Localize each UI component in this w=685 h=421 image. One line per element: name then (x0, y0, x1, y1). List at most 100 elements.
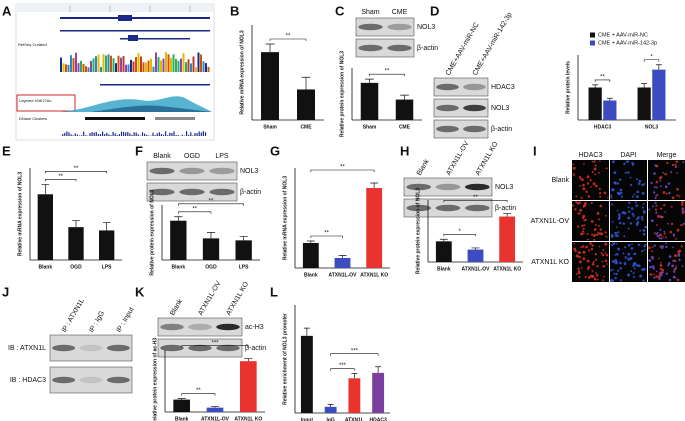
if-cell (589, 242, 592, 245)
lane-label: Blank (153, 153, 171, 160)
conservation-bar (137, 53, 140, 72)
if-cell (616, 209, 619, 212)
if-cell (581, 224, 584, 227)
if-cell (665, 242, 667, 245)
if-cell (643, 183, 646, 185)
cons-bar (66, 131, 68, 136)
if-cell (624, 256, 627, 259)
cons-bar (148, 135, 150, 136)
cons-bar (146, 134, 148, 136)
if-cell (675, 160, 679, 163)
x-tick-label: Sham (363, 124, 377, 130)
if-cell (623, 235, 626, 238)
if-cell (681, 211, 685, 214)
bar (435, 241, 452, 262)
if-cell (673, 259, 677, 263)
if-cell (615, 226, 618, 228)
bar (37, 194, 53, 260)
if-cell (668, 191, 671, 195)
if-cell (631, 243, 633, 245)
if-cell (659, 264, 663, 267)
if-cell (587, 276, 591, 279)
significance-bracket (594, 79, 611, 82)
if-cell (627, 210, 631, 214)
if-cell (591, 262, 595, 266)
if-cell (668, 255, 672, 258)
blot-strip (403, 177, 493, 197)
significance-label: *** (351, 348, 359, 354)
x-tick-label: Blank (39, 264, 53, 270)
legend-swatch (590, 40, 595, 46)
cons-bar (158, 132, 160, 136)
if-cell (599, 195, 602, 198)
bar (395, 99, 414, 120)
cons-bar (190, 132, 192, 136)
h3k27ac-signal (90, 105, 212, 112)
bar (99, 230, 115, 260)
blot-band (106, 376, 130, 384)
bar (637, 87, 651, 120)
conservation-bar (67, 64, 70, 72)
significance-label: * (650, 54, 653, 60)
if-cell (677, 250, 680, 254)
blot-strip (355, 38, 415, 58)
if-cell (605, 235, 608, 238)
if-cell (667, 222, 670, 225)
if-cell (627, 252, 631, 256)
if-cell (635, 178, 639, 181)
if-cell (605, 215, 607, 217)
error-bar (338, 255, 347, 258)
if-cell (651, 246, 654, 249)
if-cell (674, 238, 677, 240)
lane-label: ATXN1L-OV (197, 280, 222, 317)
panel-label: C (335, 3, 345, 18)
cons-bar (204, 132, 207, 136)
if-cell (596, 211, 600, 215)
if-cell (671, 264, 675, 268)
significance-bracket (443, 233, 476, 237)
if-cell (593, 228, 597, 231)
if-cell (630, 247, 634, 250)
error-bar (655, 64, 662, 70)
x-tick-label: CME (300, 124, 312, 130)
y-axis-label: Relative protein expression of NOL3 (149, 189, 155, 275)
blot-band (435, 183, 461, 191)
cons-bar (162, 134, 165, 136)
cons-bar (192, 135, 194, 136)
if-cell (619, 279, 623, 282)
if-cell (641, 183, 644, 187)
bar (348, 378, 361, 413)
if-cell (590, 201, 593, 205)
if-cell (654, 201, 657, 205)
if-cell (653, 273, 655, 276)
cons-bar (72, 135, 74, 136)
if-cell (591, 233, 594, 236)
blot-band (436, 104, 459, 112)
if-cell (572, 172, 575, 176)
row-label: NOL3 (491, 105, 509, 112)
panel-label: J (2, 284, 9, 299)
if-cell (624, 171, 627, 174)
conservation-bar (112, 58, 115, 72)
cons-bar (99, 133, 102, 136)
if-cell (579, 177, 582, 180)
if-cell (601, 260, 604, 263)
blot-strip (433, 119, 489, 139)
conservation-bar (130, 59, 132, 72)
gene-track (60, 17, 210, 19)
gene-block (118, 15, 132, 21)
if-cell (639, 229, 642, 232)
conservation-bar (167, 54, 170, 72)
if-cell (630, 183, 633, 187)
significance-bracket (330, 368, 355, 371)
if-cell (581, 230, 585, 233)
bar (366, 188, 383, 268)
if-cell (651, 255, 654, 259)
blot-strip (157, 317, 243, 337)
if-cell (586, 232, 589, 235)
if-image (648, 242, 685, 282)
if-cell (665, 272, 669, 275)
if-cell (613, 171, 617, 175)
if-cell (577, 267, 580, 270)
if-cell (615, 234, 619, 238)
